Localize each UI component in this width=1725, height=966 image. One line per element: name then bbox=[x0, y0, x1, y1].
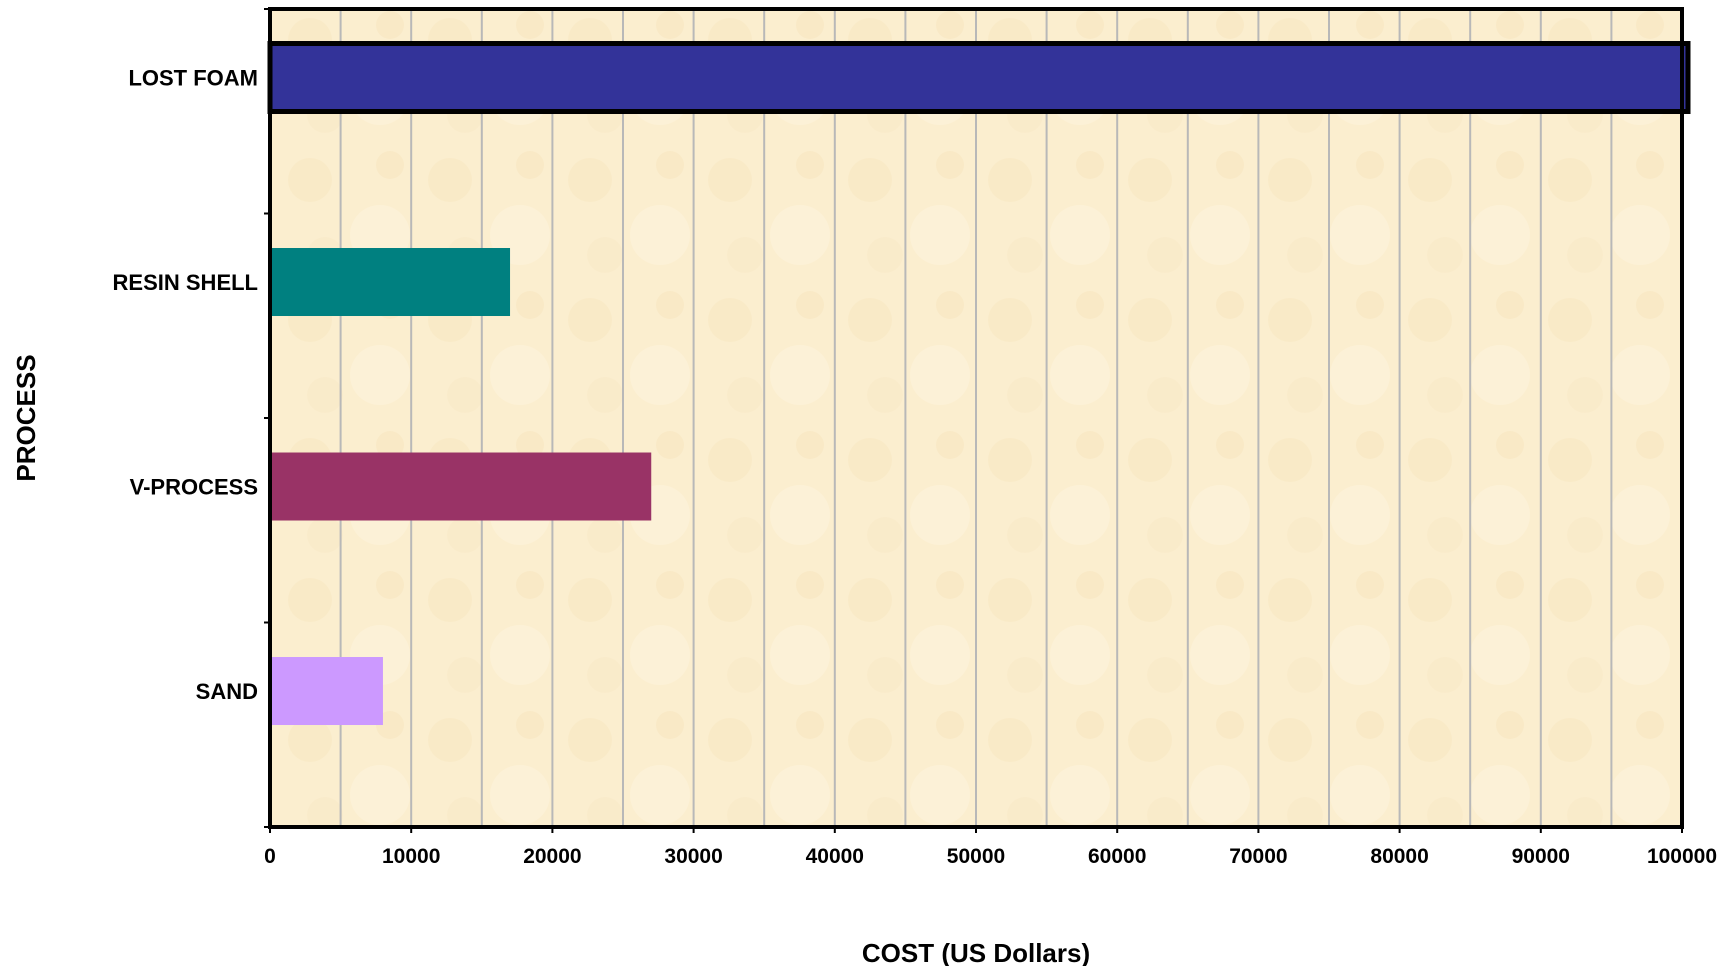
x-tick-label: 60000 bbox=[1088, 845, 1146, 868]
x-axis-tick-labels: 0 10000 20000 30000 40000 50000 60000 70000 8000… bbox=[264, 845, 1717, 868]
bar-lost-foam bbox=[267, 41, 1691, 115]
x-tick-label: 50000 bbox=[947, 845, 1005, 868]
bars bbox=[267, 41, 1691, 726]
x-axis-title: COST (US Dollars) bbox=[862, 938, 1090, 966]
bar-v-process bbox=[270, 452, 652, 521]
bar-resin-shell bbox=[270, 248, 511, 317]
y-axis-title: PROCESS bbox=[11, 354, 41, 481]
x-tick-label: 80000 bbox=[1370, 845, 1428, 868]
x-tick-label: 40000 bbox=[806, 845, 864, 868]
x-tick-label: 70000 bbox=[1229, 845, 1287, 868]
category-label: SAND bbox=[196, 679, 258, 704]
category-label: LOST FOAM bbox=[128, 65, 258, 90]
category-label: V-PROCESS bbox=[130, 474, 258, 499]
y-axis-category-labels: LOST FOAM RESIN SHELL V-PROCESS SAND bbox=[113, 65, 258, 704]
bar-sand bbox=[270, 657, 383, 726]
x-tick-label: 90000 bbox=[1512, 845, 1570, 868]
x-tick-label: 20000 bbox=[523, 845, 581, 868]
gridlines bbox=[339, 9, 1613, 827]
x-tick-label: 100000 bbox=[1647, 845, 1717, 868]
y-axis-ticks bbox=[264, 8, 270, 828]
x-tick-label: 10000 bbox=[382, 845, 440, 868]
x-tick-label: 30000 bbox=[664, 845, 722, 868]
x-tick-label: 0 bbox=[264, 845, 276, 868]
category-label: RESIN SHELL bbox=[113, 270, 258, 295]
x-axis-ticks bbox=[269, 827, 1683, 833]
